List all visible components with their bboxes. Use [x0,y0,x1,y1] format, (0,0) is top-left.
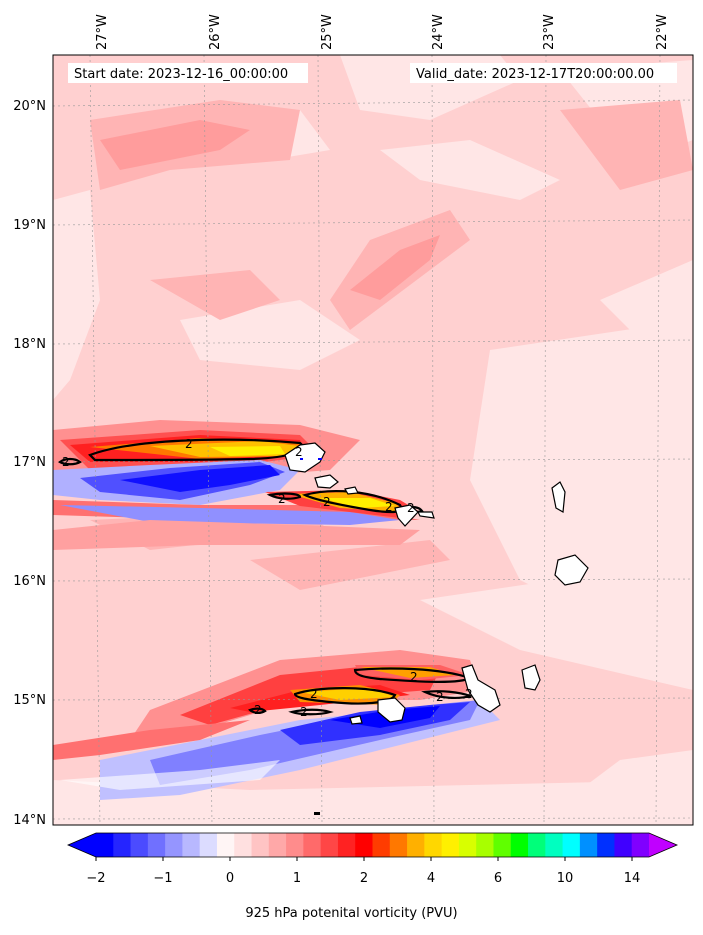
island-fogo [377,697,406,723]
colorbar-tick-label: −2 [86,871,105,886]
colorbar-segment [493,833,512,857]
colorbar-segment [579,833,598,857]
colorbar-segment [251,833,270,857]
colorbar-under-triangle [68,833,96,857]
colorbar-tick-label: 10 [557,871,574,886]
lat-label: 20°N [13,99,46,114]
colorbar-segment [545,833,564,857]
colorbar-segment [234,833,253,857]
contour-label: 2 [465,687,473,701]
contour-label: 2 [310,687,318,701]
colorbar-segment [147,833,166,857]
island-brava [349,715,363,725]
lon-label: 27°W [95,14,110,50]
lat-label: 14°N [13,813,46,828]
contour-label: 2 [278,492,286,506]
colorbar-tick-label: 2 [360,871,368,886]
island-sao-vicente [314,474,339,489]
colorbar-segment [458,833,477,857]
colorbar-tick-label: 6 [494,871,502,886]
colorbar-segment [303,833,322,857]
south-marker [314,812,320,815]
lat-label: 18°N [13,337,46,352]
contour-label: 2 [295,445,303,459]
colorbar-tick-label: 14 [624,871,641,886]
colorbar-segment [113,833,132,857]
colorbar-segment [389,833,408,857]
lat-labels: 20°N 19°N 18°N 17°N 16°N 15°N 14°N [13,99,46,828]
colorbar-segment [182,833,201,857]
contour-label: 2 [410,670,418,684]
island-santa-luzia [344,486,359,495]
island-boa-vista [554,554,589,586]
contour-label: 2 [300,705,308,719]
colorbar-segment [562,833,581,857]
contour-labels: 2 2 2 2 2 2 2 2 2 2 2 2 2 [62,437,473,719]
colorbar-tick-labels: −2 −1 0 1 2 4 6 10 14 [86,871,640,886]
lat-label: 16°N [13,574,46,589]
colorbar [66,832,679,861]
start-date-box [68,63,308,83]
lon-label: 23°W [542,14,557,50]
contour-label: 2 [254,703,262,717]
island-sao-nicolau [394,504,419,527]
colorbar-segment [597,833,615,857]
colorbar-segment [130,833,149,857]
lat-label: 15°N [13,693,46,708]
colorbar-segment [614,833,633,857]
contour-label: 2 [323,495,331,509]
colorbar-tick-label: 1 [293,871,301,886]
start-date-text: Start date: 2023-12-16_00:00:00 [74,67,288,82]
lat-label: 17°N [13,455,46,470]
contour-label: 2 [407,501,415,515]
contour-label: 2 [436,690,444,704]
colorbar-segment [268,833,287,857]
contour-label: 2 [185,437,193,451]
lon-labels: 27°W 26°W 25°W 24°W 23°W 22°W [95,14,670,50]
colorbar-segment [476,833,494,857]
colorbar-segment [165,833,183,857]
island-santiago [461,664,501,713]
colorbar-segment [407,833,425,857]
blue-dots [300,458,322,460]
colorbar-segment [441,833,460,857]
colorbar-segment [510,833,529,857]
colorbar-segment [320,833,339,857]
colorbar-segment [424,833,443,857]
colorbar-title: 925 hPa potenital vorticity (PVU) [245,906,458,921]
colorbar-segment [216,833,235,857]
contour-label: 2 [385,500,393,514]
island-santo-antao [284,442,326,473]
lon-label: 25°W [320,14,335,50]
island-raso [417,511,435,519]
lon-label: 22°W [655,14,670,50]
valid-date-text: Valid_date: 2023-12-17T20:00:00.00 [416,67,654,82]
colorbar-segment [631,833,650,857]
colorbar-tick-label: 0 [226,871,234,886]
valid-date-box [410,63,677,83]
graticule [53,55,693,825]
colorbar-segment [372,833,391,857]
wake-north [53,420,420,550]
islands [284,442,589,725]
map-field [53,55,693,825]
island-maio [521,664,541,691]
lon-label: 26°W [208,14,223,50]
colorbar-tick-label: 4 [427,871,435,886]
colorbar-over-triangle [649,833,677,857]
colorbar-segment [199,833,218,857]
contour-label: 2 [62,455,70,469]
lat-label: 19°N [13,218,46,233]
colorbar-segment [286,833,304,857]
dark-bands [100,120,440,300]
colorbar-tick-label: −1 [153,871,172,886]
colorbar-segment [355,833,373,857]
lon-label: 24°W [431,14,446,50]
colorbar-segment [528,833,546,857]
colorbar-segment [337,833,356,857]
island-sal [551,481,566,513]
map-frame [52,54,694,826]
colorbar-segment [96,833,114,857]
